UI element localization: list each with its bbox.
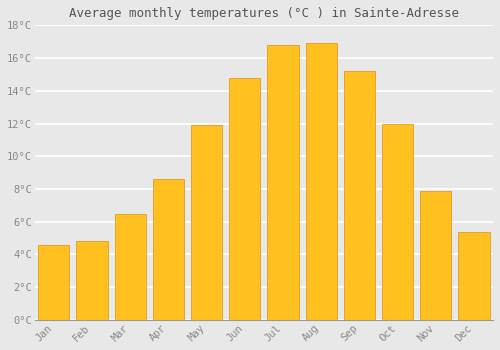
Bar: [76, 241, 108, 320]
Title: Average monthly temperatures (°C ) in Sainte-Adresse: Average monthly temperatures (°C ) in Sa…: [69, 7, 459, 20]
Bar: [229, 78, 260, 320]
Bar: [458, 232, 490, 320]
Bar: [306, 43, 337, 320]
Bar: [420, 191, 452, 320]
Bar: [114, 214, 146, 320]
Bar: [382, 124, 413, 320]
Bar: [268, 45, 298, 320]
Bar: [191, 125, 222, 320]
Bar: [152, 179, 184, 320]
Bar: [38, 245, 70, 320]
Bar: [344, 71, 375, 320]
